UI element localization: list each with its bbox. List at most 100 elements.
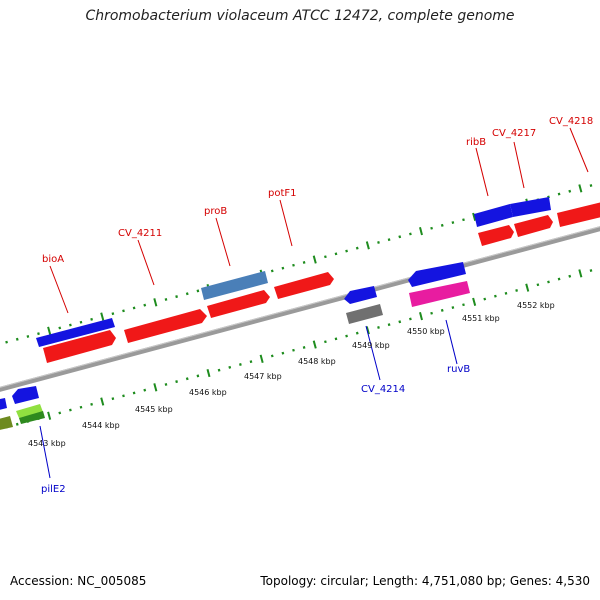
gene-ribB-red[interactable] (478, 225, 514, 246)
callout-ruvB (445, 319, 458, 365)
tick-mark (37, 332, 40, 336)
callout-CV_4211 (137, 239, 155, 286)
gene-left-olive[interactable] (0, 416, 13, 431)
tick-mark (419, 226, 423, 236)
tick-mark (365, 326, 370, 335)
gene-ruvB[interactable] (409, 281, 470, 307)
tick-mark (185, 377, 189, 381)
tick-mark (472, 212, 477, 221)
tick-mark (15, 337, 19, 341)
gene-pilE2-lime[interactable] (16, 404, 43, 418)
callout-CV_4218 (569, 127, 589, 173)
tick-mark (536, 283, 540, 287)
gene-bioA-red[interactable] (43, 330, 116, 363)
tick-mark (47, 411, 52, 420)
gene-features (0, 197, 600, 431)
gene-left-blue-1[interactable] (0, 398, 7, 411)
tick-mark (324, 255, 327, 259)
tick-mark (494, 294, 497, 298)
tick-mark (472, 297, 477, 306)
gene-potF1[interactable] (274, 272, 334, 299)
gene-label-bioA: bioA (42, 254, 64, 265)
gene-ruvB-blue[interactable] (408, 262, 466, 287)
tick-mark (270, 269, 274, 273)
gene-potF1-left[interactable] (207, 290, 270, 318)
tick-mark (409, 232, 412, 236)
tick-mark (153, 298, 158, 307)
gene-left-blue-2[interactable] (12, 386, 39, 404)
genome-summary: Topology: circular; Length: 4,751,080 bp… (260, 574, 590, 588)
tick-mark (409, 317, 412, 321)
tick-mark (312, 255, 317, 264)
gene-CV_4214-blue[interactable] (344, 286, 377, 304)
tick-mark (355, 246, 359, 250)
tick-mark (589, 269, 593, 272)
callout-ribB (475, 147, 489, 197)
tick-mark (132, 306, 136, 310)
tick-mark (345, 334, 348, 338)
tick-mark (440, 308, 444, 312)
tick-mark (312, 340, 317, 349)
tick-mark (90, 402, 93, 406)
gene-bioA[interactable] (36, 318, 115, 347)
tick-mark (377, 241, 380, 244)
tick-mark (568, 189, 572, 193)
gene-ribB[interactable] (474, 204, 513, 227)
tick-mark (430, 226, 433, 230)
scale-label-4552: 4552 kbp (517, 301, 555, 310)
tick-mark (557, 277, 561, 281)
tick-mark (15, 422, 19, 426)
callout-proB (215, 217, 231, 267)
gene-CV_4211[interactable] (124, 309, 207, 343)
gene-label-pilE2: pilE2 (41, 484, 66, 495)
tick-mark (302, 261, 306, 264)
scale-labels: 4543 kbp 4544 kbp 4545 kbp 4546 kbp 4547… (28, 301, 555, 448)
callout-bioA (49, 265, 69, 314)
tick-mark (451, 221, 455, 224)
tick-mark (302, 346, 306, 349)
gene-label-CV_4218: CV_4218 (549, 116, 593, 127)
gene-CV_4217[interactable] (510, 197, 551, 217)
tick-mark (26, 335, 30, 338)
tick-mark (334, 252, 338, 256)
gene-pilE2[interactable] (19, 411, 45, 424)
gene-label-CV_4211: CV_4211 (118, 228, 162, 239)
tick-mark (281, 266, 285, 270)
gene-CV_4214[interactable] (346, 304, 383, 324)
tick-mark (164, 298, 168, 301)
tick-mark (249, 360, 253, 364)
tick-mark (557, 192, 561, 196)
tick-mark (217, 368, 221, 372)
tick-mark (440, 223, 444, 227)
scale-label-4550: 4550 kbp (407, 327, 445, 336)
gene-label-ribB: ribB (466, 137, 486, 148)
tick-mark (132, 391, 136, 395)
gene-labels: bioA CV_4211 proB potF1 ribB CV_4217 CV_… (41, 116, 593, 495)
tick-mark (153, 383, 158, 392)
scale-label-4544: 4544 kbp (82, 421, 120, 430)
tick-mark (5, 340, 8, 344)
tick-mark (47, 326, 52, 335)
tick-mark (365, 241, 370, 250)
tick-mark (377, 326, 380, 329)
tick-mark (578, 184, 583, 193)
tick-mark (175, 380, 178, 384)
tick-mark (504, 291, 508, 295)
scale-label-4547: 4547 kbp (244, 372, 282, 381)
tick-mark (143, 388, 147, 392)
gene-CV_4217-red[interactable] (514, 215, 553, 237)
gene-proB[interactable] (201, 271, 268, 300)
tick-mark (206, 368, 211, 378)
scale-label-4548: 4548 kbp (298, 357, 336, 366)
tick-mark (239, 363, 242, 366)
tick-mark (451, 306, 455, 309)
tick-mark (79, 320, 83, 324)
tick-mark (196, 289, 200, 293)
tick-mark (462, 303, 465, 307)
tick-mark (419, 311, 423, 321)
gene-CV_4218[interactable] (557, 200, 600, 227)
tick-mark (578, 269, 583, 278)
gene-callout-lines (39, 127, 589, 479)
tick-mark (324, 340, 327, 344)
